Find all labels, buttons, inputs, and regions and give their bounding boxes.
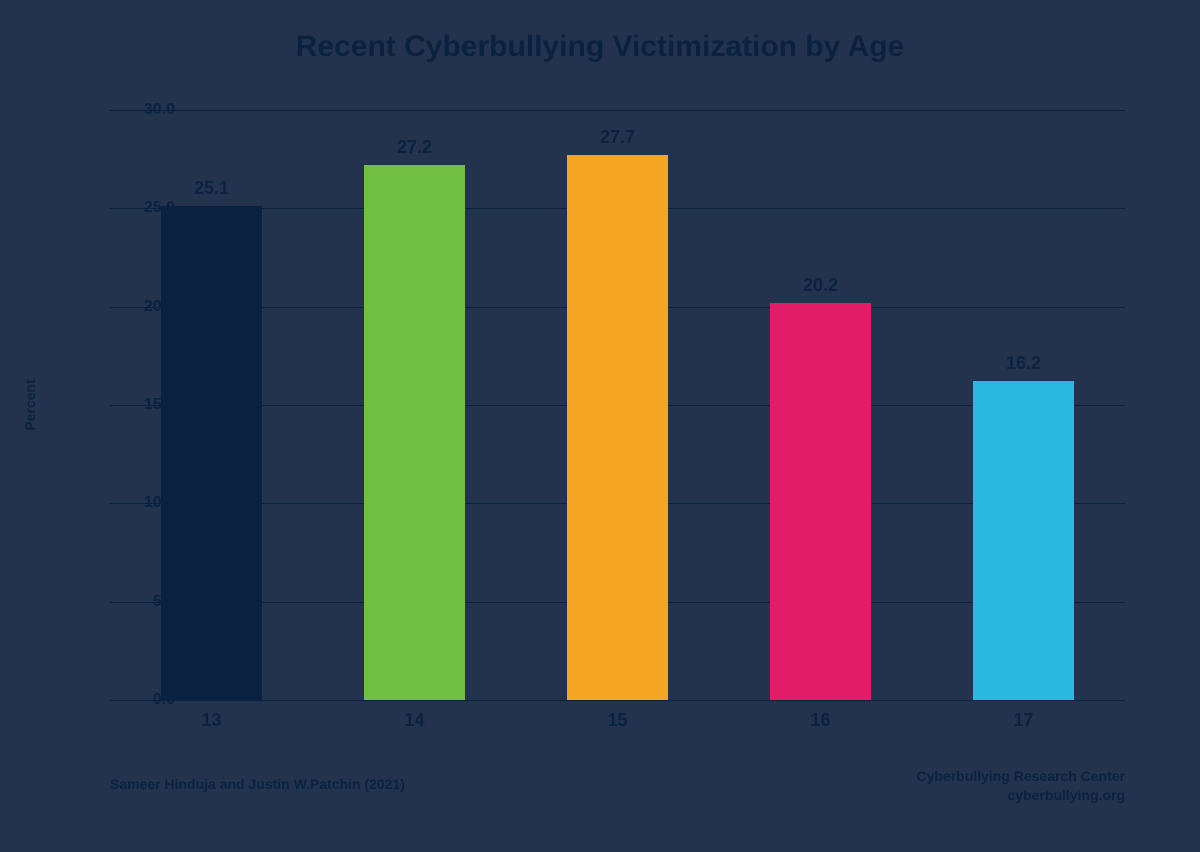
y-tick-label: 0.0 xyxy=(115,691,175,709)
bar-value-label: 16.2 xyxy=(973,353,1075,374)
y-axis-label: Percent xyxy=(22,379,38,430)
attribution-org: Cyberbullying Research Center xyxy=(916,768,1125,784)
attribution-url: cyberbullying.org xyxy=(1008,787,1125,803)
gridline xyxy=(110,700,1125,701)
y-tick-label: 10.0 xyxy=(115,494,175,512)
y-tick-label: 15.0 xyxy=(115,396,175,414)
chart-title: Recent Cyberbullying Victimization by Ag… xyxy=(0,30,1200,64)
bar-value-label: 27.2 xyxy=(364,137,466,158)
bar: 20.2 xyxy=(770,303,872,700)
y-tick-label: 25.0 xyxy=(115,199,175,217)
x-tick-label: 16 xyxy=(810,710,830,731)
x-tick-label: 13 xyxy=(201,710,221,731)
y-tick-label: 20.0 xyxy=(115,298,175,316)
y-tick-label: 30.0 xyxy=(115,101,175,119)
gridline xyxy=(110,110,1125,111)
bar: 27.7 xyxy=(567,155,669,700)
attribution-source: Cyberbullying Research Center cyberbully… xyxy=(916,767,1125,806)
bar: 25.1 xyxy=(161,206,263,700)
x-tick-label: 14 xyxy=(404,710,424,731)
x-tick-label: 17 xyxy=(1013,710,1033,731)
x-tick-label: 15 xyxy=(607,710,627,731)
plot-area: 25.1 27.2 27.7 20.2 16.2 xyxy=(110,110,1125,700)
bar-value-label: 25.1 xyxy=(161,178,263,199)
attribution-authors: Sameer Hinduja and Justin W.Patchin (202… xyxy=(110,776,405,792)
bar-value-label: 20.2 xyxy=(770,275,872,296)
bar: 27.2 xyxy=(364,165,466,700)
bar: 16.2 xyxy=(973,381,1075,700)
bar-value-label: 27.7 xyxy=(567,127,669,148)
y-tick-label: 5.0 xyxy=(115,593,175,611)
